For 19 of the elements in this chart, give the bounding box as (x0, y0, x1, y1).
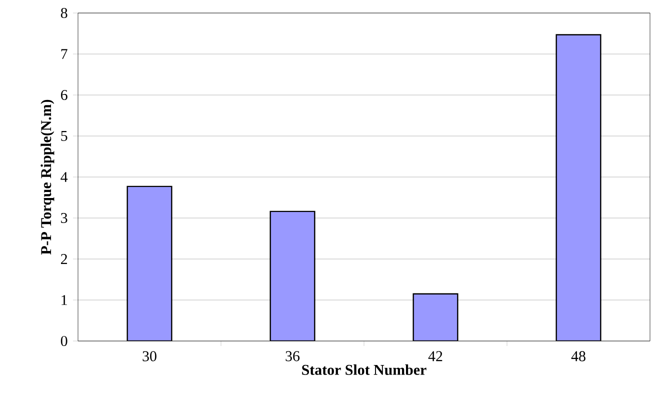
y-tick-label: 2 (61, 254, 67, 264)
x-axis-title: Stator Slot Number (302, 364, 426, 375)
y-tick-label: 7 (61, 49, 68, 59)
x-tick-label: 36 (286, 351, 300, 362)
y-tick-label: 3 (61, 212, 68, 224)
y-tick-label: 0 (60, 336, 68, 346)
y-tick-label: 8 (60, 8, 68, 18)
bar (126, 186, 172, 341)
bar (412, 293, 458, 341)
bar (270, 210, 316, 341)
y-tick-label: 4 (60, 172, 68, 182)
x-tick-label: 30 (142, 351, 156, 362)
x-tick-label: 42 (428, 351, 442, 362)
x-tick-label: 48 (571, 351, 586, 362)
y-tick-label: 6 (60, 90, 68, 100)
bar (556, 34, 602, 341)
y-tick-label: 5 (61, 131, 68, 141)
y-axis-title: P-P Torque Ripple(N.m) (40, 100, 54, 255)
y-tick-label: 1 (62, 295, 67, 305)
